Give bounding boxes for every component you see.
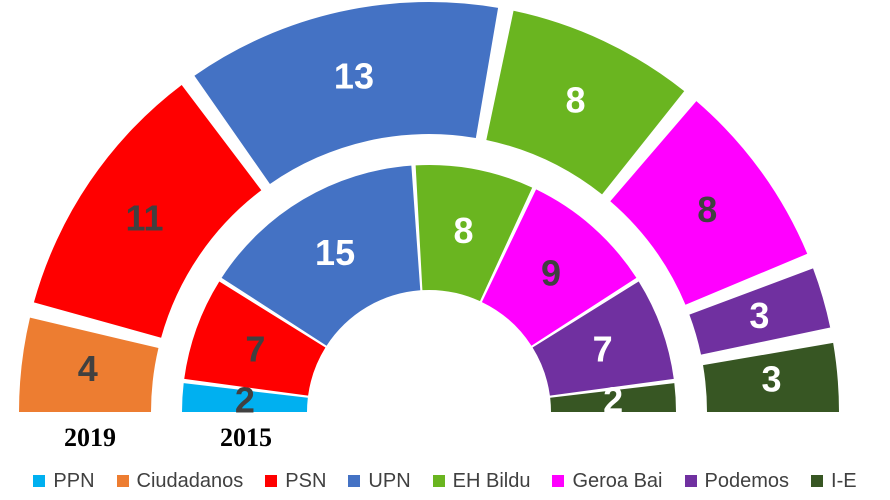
seat-segment-2019-eh-bildu xyxy=(486,10,685,195)
legend-swatch xyxy=(811,475,824,487)
year-label-2019: 2019 xyxy=(64,423,116,452)
seat-value-label-2019-i-e: 3 xyxy=(761,359,781,400)
seat-segment-2019-i-e xyxy=(703,342,839,412)
seat-value-label-2015-i-e: 2 xyxy=(603,379,623,420)
legend-label: PSN xyxy=(285,469,327,492)
legend-label: I-E xyxy=(831,469,857,492)
seat-segment-2015-psn xyxy=(184,281,326,396)
legend-item-ciudadanos: Ciudadanos xyxy=(116,469,244,493)
legend-swatch xyxy=(33,475,46,487)
legend-swatch xyxy=(116,475,129,487)
ring-2019: 4 11 13 8 8 3 3 xyxy=(19,2,839,412)
legend-item-upn: UPN xyxy=(348,469,411,493)
legend-item-ppn: PPN xyxy=(33,469,95,493)
legend-label: PPN xyxy=(53,469,95,492)
legend-swatch xyxy=(348,475,361,487)
seat-segment-2015-upn xyxy=(221,165,421,346)
legend: PPN Ciudadanos PSN UPN EH Bildu Geroa Bai Pode… xyxy=(0,466,890,496)
seat-value-label-2019-geroa-bai: 8 xyxy=(697,189,717,230)
seat-value-label-2015-eh-bildu: 8 xyxy=(454,210,474,251)
legend-label: Podemos xyxy=(704,469,790,492)
seat-segment-2019-upn xyxy=(194,2,499,184)
seat-segment-2019-geroa-bai xyxy=(610,101,808,305)
seat-value-label-2019-upn: 13 xyxy=(334,55,374,96)
seat-segment-2019-podemos xyxy=(689,268,831,355)
legend-swatch xyxy=(684,475,697,487)
seat-value-label-2015-ppn: 2 xyxy=(235,379,255,420)
seat-value-label-2019-eh-bildu: 8 xyxy=(565,80,585,121)
legend-label: UPN xyxy=(368,469,411,492)
seat-value-label-2019-podemos: 3 xyxy=(749,295,769,336)
legend-label: Ciudadanos xyxy=(136,469,244,492)
legend-item-psn: PSN xyxy=(265,470,326,493)
seat-value-label-2015-psn: 7 xyxy=(245,329,265,370)
legend-swatch xyxy=(432,475,445,487)
seat-segment-2019-psn xyxy=(33,84,262,338)
seat-segment-2015-eh-bildu xyxy=(415,165,533,302)
seat-segment-2019-ciudadanos xyxy=(19,317,159,412)
seat-value-label-2015-podemos: 7 xyxy=(593,329,613,370)
legend-label: EH Bildu xyxy=(452,469,531,492)
seat-value-label-2019-ciudadanos: 4 xyxy=(78,348,98,389)
legend-item-i-e: I-E xyxy=(811,470,857,493)
seat-segment-2015-podemos xyxy=(532,281,674,396)
year-label-2015: 2015 xyxy=(220,423,272,452)
seat-segment-2015-i-e xyxy=(550,383,676,412)
legend-label: Geroa Bai xyxy=(572,469,663,492)
seat-value-label-2015-geroa-bai: 9 xyxy=(541,253,561,294)
seat-segment-2015-geroa-bai xyxy=(481,189,637,346)
seat-segment-2015-ppn xyxy=(182,383,308,412)
seat-value-label-2019-psn: 11 xyxy=(125,198,163,239)
legend-swatch xyxy=(265,475,278,487)
legend-item-geroa-bai: Geroa Bai xyxy=(552,469,663,493)
legend-item-eh-bildu: EH Bildu xyxy=(432,469,531,493)
legend-swatch xyxy=(552,475,565,487)
seat-value-label-2015-upn: 15 xyxy=(315,232,355,273)
legend-item-podemos: Podemos xyxy=(684,469,790,493)
